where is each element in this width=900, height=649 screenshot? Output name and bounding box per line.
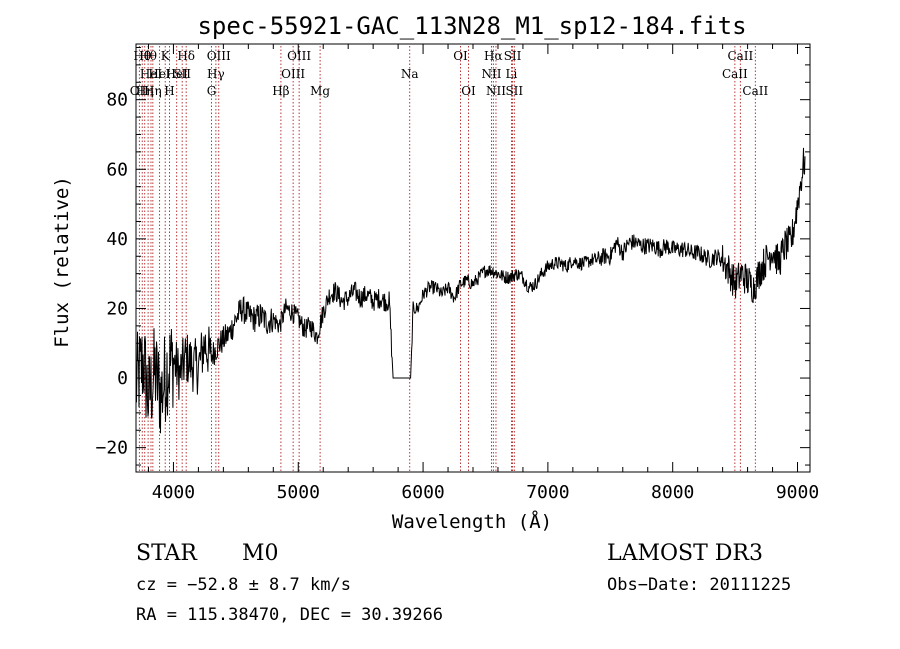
line-marker-label: HeI <box>148 67 171 81</box>
y-tick-label: 40 <box>106 229 128 250</box>
line-marker-label: Hβ <box>272 84 289 98</box>
line-marker-label: OIII <box>287 49 311 63</box>
emission-line-labels: OIIHθHηHθHeIHηHeIKHHeISIIHδGHγOIIIHβOIII… <box>130 49 769 98</box>
line-marker-label: Na <box>401 67 419 81</box>
line-marker-label: Hδ <box>177 49 195 63</box>
x-tick-label: 4000 <box>152 482 195 503</box>
line-marker-label: Mg <box>310 84 330 98</box>
observation-date: Obs−Date: 20111225 <box>607 575 791 595</box>
line-marker-label: Hη <box>144 84 162 98</box>
line-marker-label: Hα <box>484 49 503 63</box>
line-marker-label: CaII <box>722 67 748 81</box>
line-marker-label: H <box>164 84 174 98</box>
line-marker-label: OIII <box>281 67 305 81</box>
x-tick-label: 8000 <box>651 482 694 503</box>
line-marker-label: HeI <box>166 67 189 81</box>
line-marker-label: Hθ <box>139 49 157 63</box>
y-axis-ticks: −20 0 20 40 60 80 <box>95 46 810 466</box>
line-marker-label: Li <box>506 67 518 81</box>
line-marker-label: HeI <box>140 67 163 81</box>
line-marker-label: CaII <box>727 49 753 63</box>
line-marker-label: SII <box>173 67 191 81</box>
spectrum-line <box>135 147 806 434</box>
emission-line-markers <box>138 46 756 472</box>
y-tick-label: −20 <box>95 438 128 459</box>
line-marker-label: OI <box>453 49 468 63</box>
line-marker-label: OIII <box>207 49 231 63</box>
line-marker-label: OI <box>461 84 476 98</box>
sky-coordinates: RA = 115.38470, DEC = 30.39266 <box>136 605 443 625</box>
line-marker-label: NII <box>486 84 506 98</box>
line-marker-label: CaII <box>742 84 768 98</box>
x-tick-label: 9000 <box>776 482 819 503</box>
line-marker-label: Hη <box>136 84 154 98</box>
line-marker-label: Hθ <box>133 49 151 63</box>
y-tick-label: 20 <box>106 298 128 319</box>
redshift-velocity: cz = −52.8 ± 8.7 km/s <box>136 575 351 595</box>
y-axis-label: Flux (relative) <box>51 176 73 348</box>
line-marker-label: OII <box>130 84 150 98</box>
survey-name: LAMOST DR3 <box>607 541 763 566</box>
x-tick-label: 7000 <box>526 482 569 503</box>
object-class: STAR <box>136 541 198 566</box>
x-axis-ticks: 4000 5000 6000 7000 8000 9000 <box>147 44 819 503</box>
line-marker-label: K <box>161 49 171 63</box>
chart-title: spec-55921-GAC_113N28_M1_sp12-184.fits <box>197 12 746 40</box>
y-tick-label: 0 <box>117 368 128 389</box>
line-marker-label: Hγ <box>207 67 225 81</box>
x-tick-label: 6000 <box>401 482 444 503</box>
x-axis-label: Wavelength (Å) <box>392 510 552 533</box>
y-tick-label: 60 <box>106 159 128 180</box>
line-marker-label: G <box>207 84 217 98</box>
y-tick-label: 80 <box>106 90 128 111</box>
x-tick-label: 5000 <box>277 482 320 503</box>
line-marker-label: SII <box>504 49 522 63</box>
object-subclass: M0 <box>242 541 279 566</box>
line-marker-label: SII <box>505 84 523 98</box>
line-marker-label: NII <box>481 67 501 81</box>
